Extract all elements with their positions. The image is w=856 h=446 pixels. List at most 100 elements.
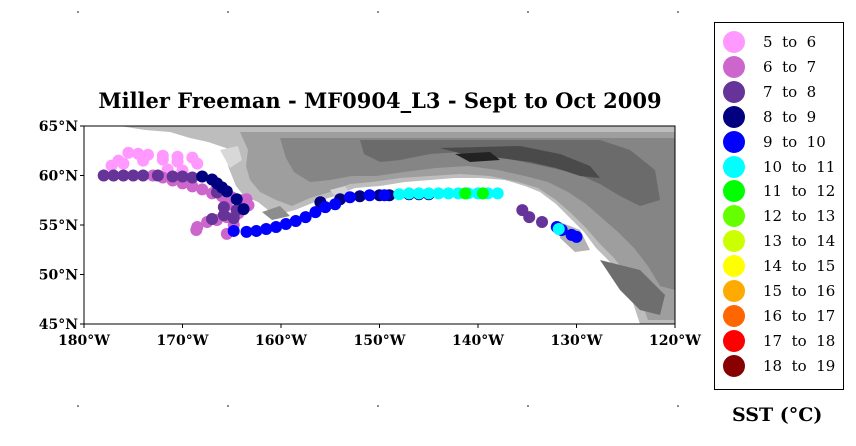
sst-point [230,193,243,206]
sst-point [491,187,504,200]
x-tick-label: 160°W [255,333,307,349]
legend-item: 10 to 11 [723,155,843,178]
x-tick-label: 130°W [551,333,603,349]
legend-item: 18 to 19 [723,354,843,377]
legend-label: 12 to 13 [763,207,836,226]
sst-point [97,169,110,182]
sst-point [299,211,312,224]
sst-point [186,171,199,184]
sst-point [270,220,283,233]
corner-dots [77,11,679,407]
legend-item: 17 to 18 [723,329,843,352]
x-tick-label: 140°W [452,333,504,349]
sst-point [459,187,472,200]
legend-swatch [723,31,745,53]
x-tick-label: 120°W [649,333,701,349]
sst-point [329,198,342,211]
ship-track-points [97,146,583,243]
sst-legend: 5 to 6 6 to 7 7 to 8 8 to 9 9 to 10 10 to 11 1… [714,22,844,390]
sst-point [137,169,150,182]
y-tick-label: 60°N [39,169,78,185]
sst-point [260,222,273,235]
sst-point [363,189,376,202]
sst-point [107,169,120,182]
sst-point [196,170,209,183]
sst-point [289,215,302,228]
sst-point [191,157,204,170]
sst-point [196,183,209,196]
x-tick-label: 170°W [157,333,209,349]
legend-item: 14 to 15 [723,255,843,278]
sst-point [127,169,140,182]
sst-point [309,206,322,219]
y-tick-label: 45°N [39,317,78,333]
legend-item: 13 to 14 [723,230,843,253]
legend-item: 16 to 17 [723,304,843,327]
legend-label: 10 to 11 [763,157,836,176]
land-shading [120,126,675,324]
sst-point [227,224,240,237]
legend-item: 11 to 12 [723,180,843,203]
legend-label: 7 to 8 [763,82,817,101]
legend-swatch [723,155,745,178]
sst-point [237,203,250,216]
sst-point [171,155,184,168]
sst-point [412,187,425,200]
sst-point [220,185,233,198]
legend-label: 6 to 7 [763,57,817,76]
legend-label: 15 to 16 [763,282,836,300]
sst-point [279,218,292,231]
legend-label: 9 to 10 [763,132,826,151]
sst-point [151,169,164,182]
sst-point [403,187,416,200]
sst-point [476,187,489,200]
legend-unit-label: SST (°C) [732,404,823,426]
sst-point [432,187,445,200]
legend-item: 5 to 6 [723,31,843,53]
legend-swatch [723,255,745,278]
legend-swatch [723,205,745,228]
sst-point [122,146,135,159]
sst-point [206,213,219,226]
sst-point [570,230,583,243]
map-title: Miller Freeman - MF0904_L3 - Sept to Oct… [98,88,662,113]
x-axis: 180°W 170°W 160°W 150°W 140°W 130°W 120°W [58,324,701,349]
sst-point [156,153,169,166]
sst-point [442,187,455,200]
legend-swatch [723,354,745,377]
x-tick-label: 150°W [354,333,406,349]
legend-swatch [723,304,745,327]
legend-label: 18 to 19 [763,356,836,375]
sst-point [319,201,332,214]
legend-swatch [723,180,745,203]
sst-point [523,211,536,224]
legend-label: 5 to 6 [763,33,817,51]
y-tick-label: 55°N [39,218,78,234]
legend-item: 7 to 8 [723,80,843,103]
x-tick-label: 180°W [58,333,110,349]
legend-label: 16 to 17 [763,306,836,325]
sst-point [422,187,435,200]
sst-point [240,225,253,238]
legend-item: 6 to 7 [723,55,843,78]
y-axis: 65°N 60°N 55°N 50°N 45°N [39,119,84,333]
legend-swatch [723,230,745,253]
legend-label: 8 to 9 [763,107,817,126]
sst-point [137,154,150,167]
legend-label: 17 to 18 [763,331,836,350]
sst-point [117,157,130,170]
sst-point [343,191,356,204]
legend-swatch [723,280,745,302]
sst-point [250,224,263,237]
sst-point [176,170,189,183]
legend-item: 15 to 16 [723,280,843,302]
legend-swatch [723,80,745,103]
sst-point [186,180,199,193]
sst-point [536,216,549,229]
legend-label: 14 to 15 [763,257,836,276]
legend-swatch [723,329,745,352]
sst-point [190,223,203,236]
legend-item: 8 to 9 [723,105,843,128]
legend-swatch [723,105,745,128]
